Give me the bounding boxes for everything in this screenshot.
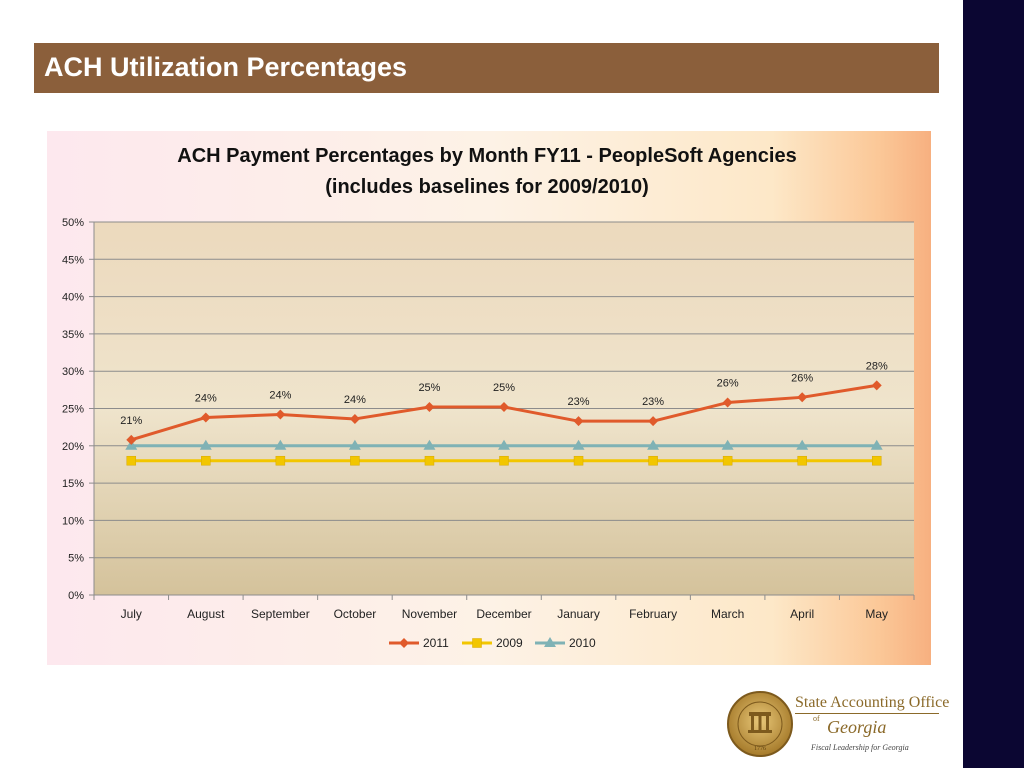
y-tick-label: 10% [62,515,84,527]
x-tick-label: September [251,607,310,621]
x-tick-label: February [629,607,677,621]
data-point-2010 [348,439,361,450]
data-label-2011: 24% [195,392,217,404]
x-tick-label: January [557,607,600,621]
chart-title: ACH Payment Percentages by Month FY11 - … [177,145,797,167]
data-point-2009 [275,455,286,466]
right-sidebar-strip [963,0,1024,768]
data-point-2010 [274,439,287,450]
legend-label-2009: 2009 [496,636,523,650]
data-point-2010 [199,439,212,450]
data-point-2010 [796,439,809,450]
y-tick-label: 30% [62,366,84,378]
data-label-2011: 24% [344,394,366,406]
data-point-2011 [722,397,733,408]
data-point-2011 [499,402,509,413]
line-chart: 0% 5% 10% 15% 20% 25% 30% 35% 40% 45% 50% July Augus… [62,217,915,650]
y-tick-label: 35% [62,329,84,341]
logo-line-of: of [813,714,820,723]
y-tick-label: 0% [68,590,84,602]
data-point-2009 [201,455,211,466]
legend-marker-2010 [544,637,556,647]
data-point-2011 [424,402,435,413]
x-tick-label: May [865,607,888,621]
logo-tagline: Fiscal Leadership for Georgia [811,743,909,752]
x-tick-label: October [334,607,377,621]
legend-marker-2009 [472,638,482,648]
data-point-2010 [721,439,734,450]
data-point-2011 [573,416,584,427]
x-tick-label: July [121,607,142,621]
x-tick-label: November [402,607,457,621]
data-point-2010 [647,439,660,450]
data-point-2009 [350,455,360,466]
legend-marker-2011 [399,638,409,648]
logo-line-georgia: Georgia [827,717,887,737]
data-point-2009 [499,455,509,466]
seal-year: 1776 [754,746,766,752]
data-point-2010 [498,439,510,450]
data-point-2011 [275,409,286,420]
data-label-2011: 26% [717,378,739,390]
data-point-2009 [648,455,658,466]
data-point-2009 [126,455,137,466]
data-label-2011: 25% [418,382,440,394]
y-tick-label: 40% [62,292,84,304]
data-point-2009 [573,455,584,466]
data-point-2010 [423,439,436,450]
data-label-2011: 26% [791,372,813,384]
slide-header: ACH Utilization Percentages [34,43,939,93]
x-tick-label: December [476,607,531,621]
data-label-2011: 25% [493,382,515,394]
data-label-2011: 23% [568,396,590,408]
data-point-2009 [722,455,733,466]
data-point-2011 [797,392,808,403]
y-tick-label: 50% [62,217,84,229]
legend-label-2011: 2011 [423,636,449,650]
y-tick-label: 15% [62,478,84,490]
logo-line-1: State Accounting Office [795,694,950,711]
data-point-2011 [349,413,360,424]
data-label-2011: 24% [269,389,291,401]
state-seal-icon: 1776 [727,691,793,757]
x-tick-label: March [711,607,744,621]
legend-label-2010: 2010 [569,636,596,650]
state-accounting-office-logo: 1776 State Accounting Office of Georgia … [727,690,949,760]
chart-panel: ACH Payment Percentages by Month FY11 - … [47,131,931,665]
y-tick-label: 45% [62,254,84,266]
data-point-2010 [870,439,883,450]
x-tick-label: August [187,607,225,621]
data-point-2009 [424,455,435,466]
data-label-2011: 21% [120,415,142,427]
data-point-2009 [797,455,807,466]
slide-title: ACH Utilization Percentages [44,52,408,82]
data-point-2011 [126,434,137,445]
y-tick-label: 20% [62,441,84,453]
data-label-2011: 28% [866,360,888,372]
y-tick-label: 25% [62,404,84,416]
data-point-2009 [871,455,882,466]
chart-subtitle: (includes baselines for 2009/2010) [325,176,649,198]
x-tick-label: April [790,607,814,621]
data-point-2011 [871,380,882,391]
data-point-2011 [648,416,659,427]
data-point-2011 [200,412,211,423]
data-label-2011: 23% [642,396,664,408]
data-point-2010 [572,439,585,450]
y-tick-label: 5% [68,553,84,565]
